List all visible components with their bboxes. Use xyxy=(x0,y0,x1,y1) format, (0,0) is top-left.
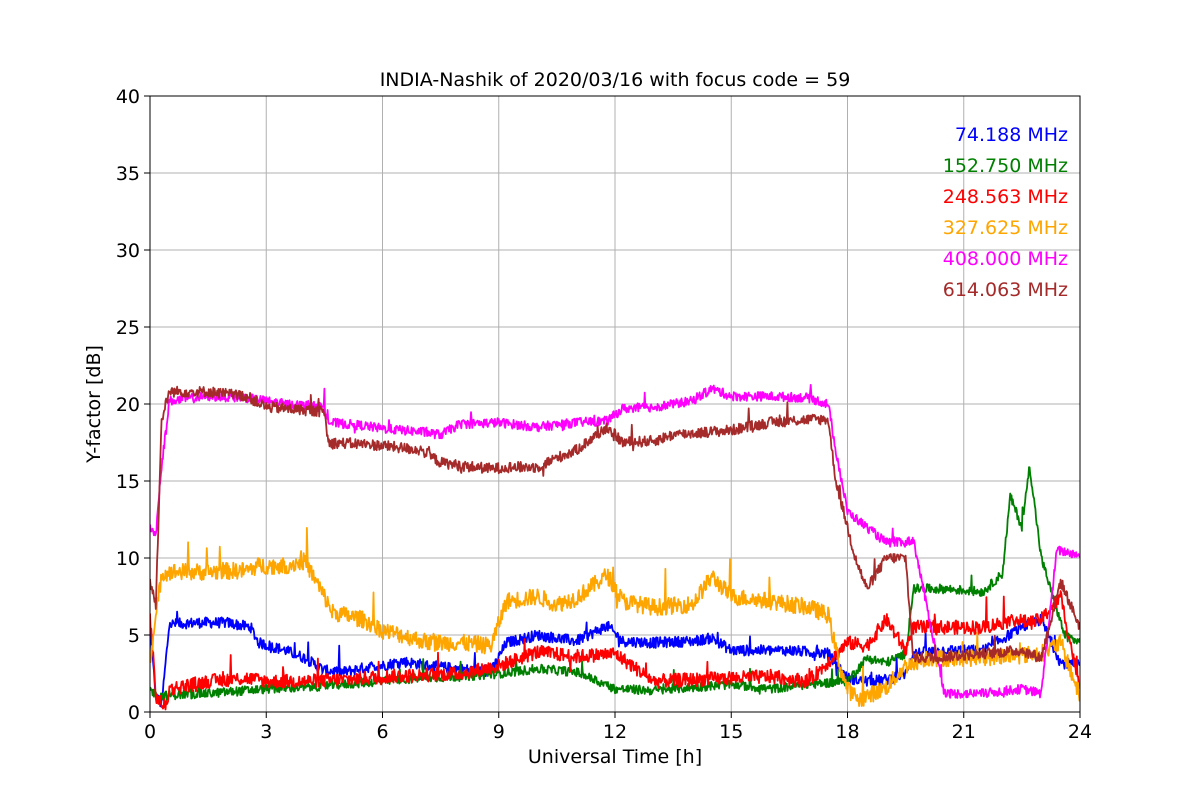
series-line xyxy=(150,527,1080,707)
y-tick-label: 40 xyxy=(116,86,140,108)
series-line xyxy=(150,590,1080,711)
y-tick-label: 0 xyxy=(128,702,140,724)
y-tick-label: 10 xyxy=(116,548,140,570)
x-tick-label: 24 xyxy=(1068,721,1092,743)
axis-ticks: 0 3 6 9 12 15 18 21 24 0 5 10 15 20 25 30 35 40 xyxy=(116,86,1092,743)
legend: 74.188 MHz 152.750 MHz 248.563 MHz 327.625 … xyxy=(943,124,1068,301)
x-tick-label: 21 xyxy=(952,721,976,743)
x-tick-label: 15 xyxy=(719,721,743,743)
x-tick-label: 6 xyxy=(376,721,388,743)
y-tick-label: 20 xyxy=(116,394,140,416)
series-line xyxy=(150,383,1080,699)
x-tick-label: 12 xyxy=(603,721,627,743)
legend-entry: 152.750 MHz xyxy=(943,155,1068,177)
y-axis-label: Y-factor [dB] xyxy=(83,345,105,464)
series-layer xyxy=(150,383,1080,711)
legend-entry: 614.063 MHz xyxy=(943,279,1068,301)
x-tick-label: 0 xyxy=(144,721,156,743)
legend-entry: 74.188 MHz xyxy=(955,124,1068,146)
y-tick-label: 25 xyxy=(116,317,140,339)
x-tick-label: 3 xyxy=(260,721,272,743)
legend-entry: 408.000 MHz xyxy=(943,248,1068,270)
legend-entry: 248.563 MHz xyxy=(943,186,1068,208)
x-axis-label: Universal Time [h] xyxy=(528,746,702,768)
y-tick-label: 15 xyxy=(116,471,140,493)
legend-entry: 327.625 MHz xyxy=(943,217,1068,239)
x-tick-label: 9 xyxy=(493,721,505,743)
y-tick-label: 5 xyxy=(128,625,140,647)
y-tick-label: 30 xyxy=(116,240,140,262)
series-line xyxy=(150,385,1080,664)
series-line xyxy=(150,610,1080,708)
chart-title: INDIA-Nashik of 2020/03/16 with focus co… xyxy=(380,69,851,91)
y-tick-label: 35 xyxy=(116,163,140,185)
x-tick-label: 18 xyxy=(835,721,859,743)
